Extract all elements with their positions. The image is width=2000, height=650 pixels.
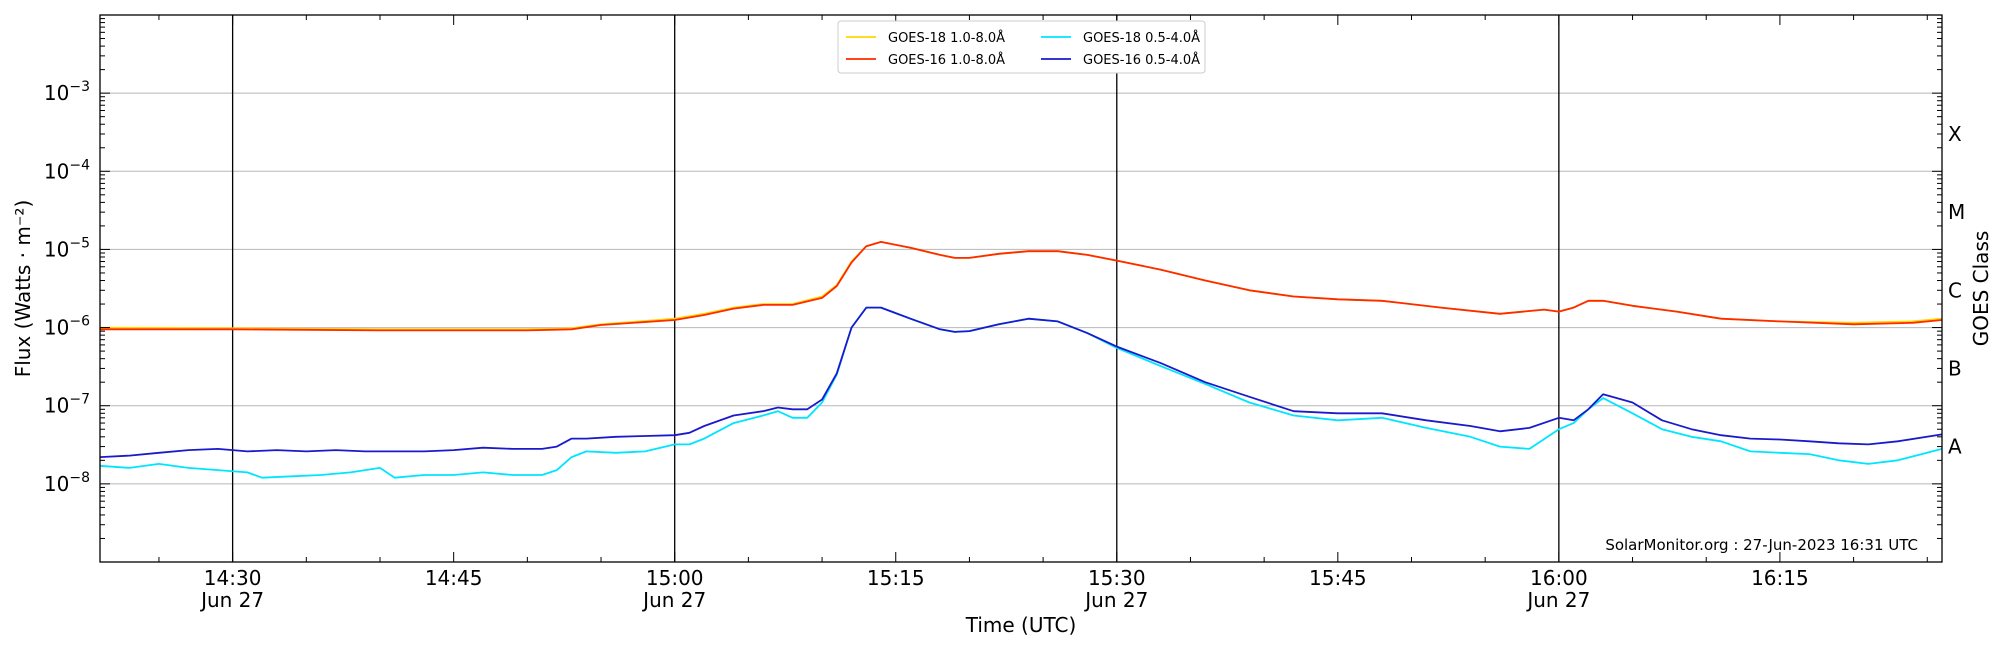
x-tick-label: 15:45 bbox=[1309, 566, 1367, 590]
legend-label: GOES-16 0.5-4.0Å bbox=[1083, 52, 1200, 68]
axis-ticks bbox=[100, 14, 1942, 563]
x-tick-label: 14:30 bbox=[204, 566, 262, 590]
y-tick-label: 10−4 bbox=[44, 157, 90, 183]
legend-label: GOES-18 1.0-8.0Å bbox=[888, 30, 1005, 46]
x-tick-label: 14:45 bbox=[425, 566, 483, 590]
goes-class-label: B bbox=[1948, 356, 1962, 380]
x-tick-date: Jun 27 bbox=[199, 588, 264, 612]
goes-class-labels: A B C M X bbox=[1948, 122, 1965, 459]
x-tick-label: 15:30 bbox=[1088, 566, 1146, 590]
goes-class-label: M bbox=[1948, 200, 1965, 224]
x-tick-date: Jun 27 bbox=[1083, 588, 1148, 612]
series-line bbox=[100, 240, 1943, 332]
y-tick-labels: 10−8 10−7 10−6 10−5 10−4 10−3 bbox=[44, 79, 90, 496]
y-tick-label: 10−6 bbox=[44, 314, 90, 340]
y-tick-label: 10−7 bbox=[44, 392, 90, 418]
legend-label: GOES-16 1.0-8.0Å bbox=[888, 52, 1005, 68]
x-tick-label: 16:00 bbox=[1530, 566, 1588, 590]
goes-class-label: X bbox=[1948, 122, 1962, 146]
goes-class-label: A bbox=[1948, 435, 1962, 459]
x-tick-label: 16:15 bbox=[1751, 566, 1809, 590]
y-axis-title: Flux (Watts · m⁻²) bbox=[11, 200, 35, 378]
credit-text: SolarMonitor.org : 27-Jun-2023 16:31 UTC bbox=[1605, 536, 1918, 554]
y-tick-label: 10−3 bbox=[44, 79, 90, 105]
legend-box bbox=[837, 20, 1206, 74]
y-tick-label: 10−8 bbox=[44, 470, 90, 496]
x-tick-date: Jun 27 bbox=[641, 588, 706, 612]
grid bbox=[100, 92, 1942, 485]
y-tick-label: 10−5 bbox=[44, 235, 90, 261]
x-tick-label: 15:15 bbox=[867, 566, 925, 590]
goes-class-label: C bbox=[1948, 278, 1962, 302]
x-axis-title: Time (UTC) bbox=[965, 613, 1077, 637]
y2-axis-title: GOES Class bbox=[1969, 231, 1993, 347]
legend: GOES-18 1.0-8.0Å GOES-18 0.5-4.0Å GOES-16 … bbox=[837, 20, 1206, 74]
x-tick-date: Jun 27 bbox=[1525, 588, 1590, 612]
series-lines bbox=[99, 240, 1943, 479]
plot-frame bbox=[99, 14, 1943, 563]
x-tick-label: 15:00 bbox=[646, 566, 704, 590]
series-line bbox=[99, 306, 1943, 458]
legend-label: GOES-18 0.5-4.0Å bbox=[1083, 30, 1200, 46]
